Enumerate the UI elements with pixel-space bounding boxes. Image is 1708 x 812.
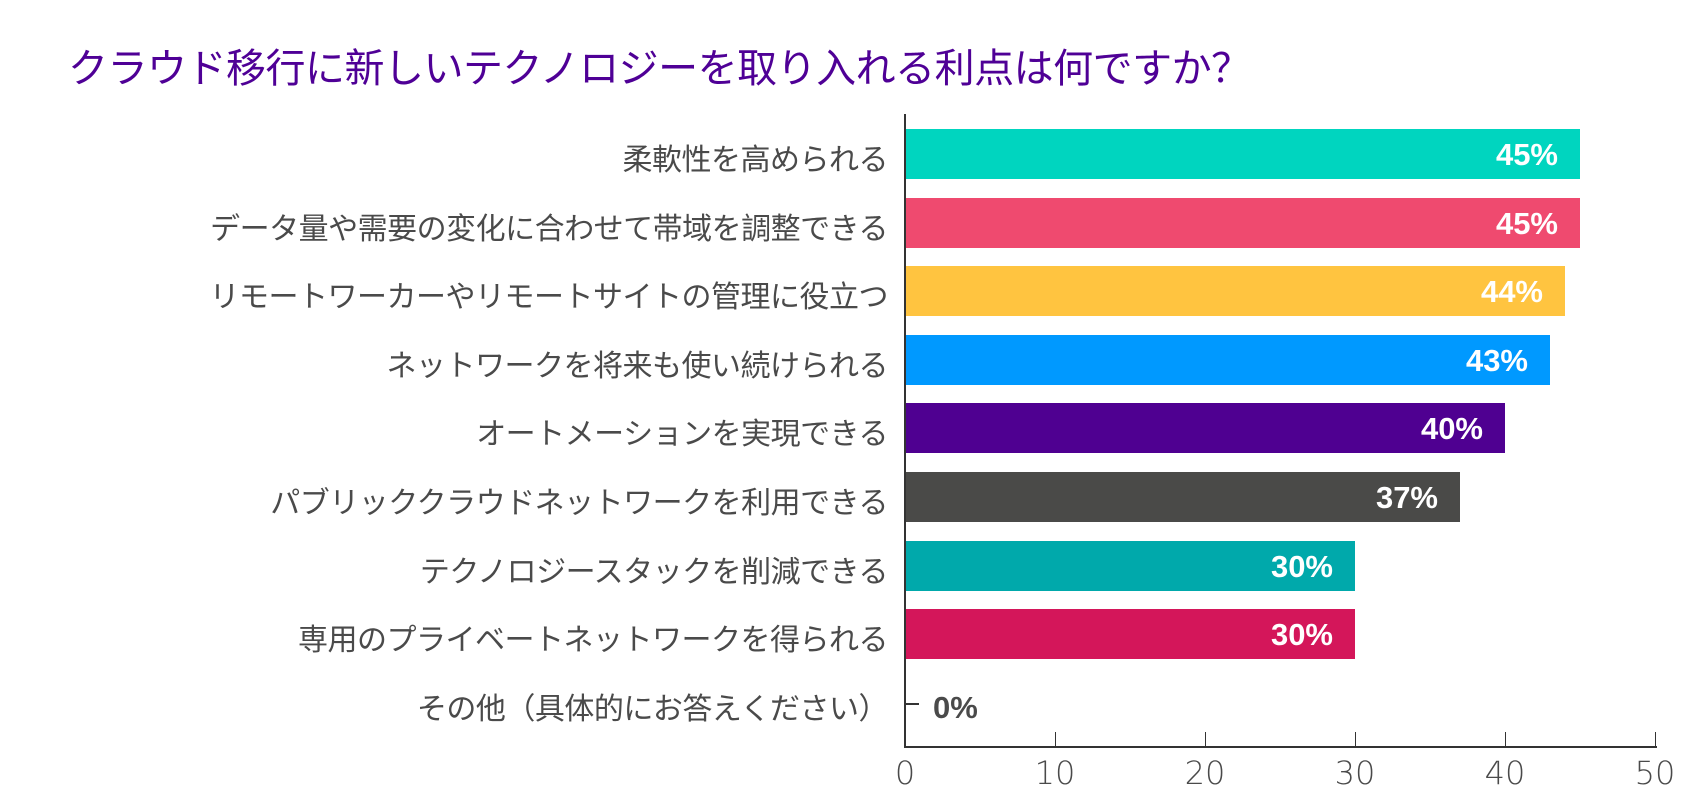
x-tick-label: 30 <box>1334 754 1376 792</box>
x-tick-label: 40 <box>1484 754 1526 792</box>
bar <box>905 197 1580 248</box>
category-label: ネットワークを将来も使い続けられる <box>386 348 889 384</box>
bar <box>905 540 1355 591</box>
category-label: その他（具体的にお答えください） <box>416 691 889 727</box>
x-tick <box>1655 732 1656 746</box>
zero-value-marker <box>905 702 919 705</box>
category-label: オートメーションを実現できる <box>476 417 888 453</box>
x-tick <box>1055 732 1056 746</box>
x-tick <box>1505 732 1506 746</box>
bar <box>905 334 1550 385</box>
bar <box>905 403 1505 454</box>
x-axis-line <box>904 746 1657 748</box>
category-label: 柔軟性を高められる <box>622 143 889 178</box>
value-label: 44% <box>1480 274 1543 310</box>
bar <box>905 609 1355 660</box>
value-label: 43% <box>1465 342 1528 378</box>
x-tick <box>1205 732 1206 746</box>
x-tick-label: 0 <box>894 754 916 792</box>
value-label: 30% <box>1270 548 1333 584</box>
x-tick-label: 50 <box>1634 754 1676 792</box>
chart-title: クラウド移行に新しいテクノロジーを取り入れる利点は何ですか？ <box>68 46 1251 92</box>
x-tick-label: 10 <box>1034 754 1076 792</box>
value-label: 0% <box>933 689 978 725</box>
bar <box>905 266 1565 317</box>
value-label: 45% <box>1495 205 1558 241</box>
category-label: パブリッククラウドネットワークを利用できる <box>270 486 888 521</box>
value-label: 30% <box>1270 617 1333 653</box>
value-label: 37% <box>1375 480 1438 515</box>
x-tick-label: 20 <box>1184 754 1226 792</box>
category-label: 専用のプライベートネットワークを得られる <box>298 623 889 659</box>
bar <box>905 129 1580 179</box>
value-label: 45% <box>1495 137 1558 172</box>
category-label: リモートワーカーやリモートサイトの管理に役立つ <box>209 280 889 316</box>
bar <box>905 472 1460 522</box>
y-axis-line <box>904 114 906 748</box>
category-label: データ量や需要の変化に合わせて帯域を調整できる <box>210 211 888 247</box>
category-label: テクノロジースタックを削減できる <box>419 554 889 590</box>
value-label: 40% <box>1420 411 1483 447</box>
x-tick <box>1355 732 1356 746</box>
